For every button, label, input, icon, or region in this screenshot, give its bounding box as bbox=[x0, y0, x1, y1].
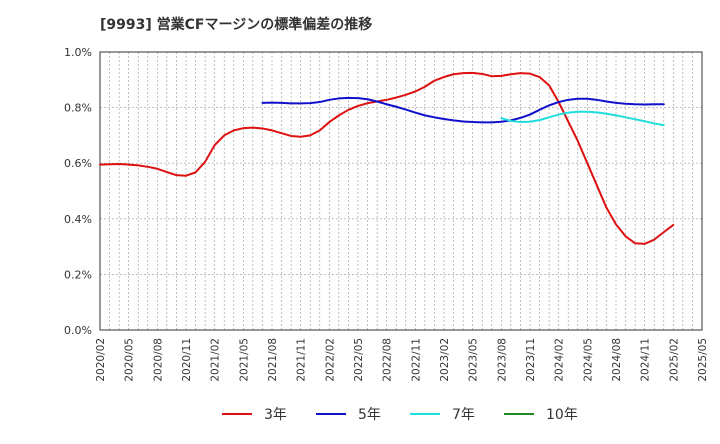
x-tick-label: 2021/11 bbox=[296, 338, 308, 382]
x-tick-label: 2020/05 bbox=[124, 338, 136, 382]
series-line-5年 bbox=[261, 96, 665, 124]
plot-area bbox=[100, 52, 702, 330]
plot-border bbox=[99, 51, 703, 331]
x-tick-label: 2021/02 bbox=[210, 338, 222, 382]
y-tick-label: 0.0% bbox=[64, 324, 92, 337]
x-tick-label: 2025/02 bbox=[668, 338, 680, 382]
x-tick-label: 2020/08 bbox=[152, 338, 164, 382]
x-tick-label: 2024/08 bbox=[611, 338, 623, 382]
x-tick-label: 2023/02 bbox=[439, 338, 451, 382]
x-tick-label: 2022/08 bbox=[382, 338, 394, 382]
x-tick-label: 2024/05 bbox=[582, 338, 594, 382]
y-tick-label: 0.4% bbox=[64, 213, 92, 226]
legend-label: 7年 bbox=[452, 407, 475, 423]
series-line-3年 bbox=[99, 71, 675, 245]
x-tick-label: 2021/08 bbox=[267, 338, 279, 382]
series-line-7年 bbox=[500, 110, 665, 127]
x-tick-label: 2021/05 bbox=[238, 338, 250, 382]
legend-label: 5年 bbox=[358, 407, 381, 423]
y-tick-label: 0.2% bbox=[64, 268, 92, 281]
x-tick-label: 2020/02 bbox=[95, 338, 107, 382]
x-tick-label: 2023/11 bbox=[525, 338, 537, 382]
chart-title: [9993] 営業CFマージンの標準偏差の推移 bbox=[100, 17, 373, 33]
x-tick-label: 2024/11 bbox=[640, 338, 652, 382]
x-tick-label: 2023/08 bbox=[496, 338, 508, 382]
x-tick-label: 2024/02 bbox=[554, 338, 566, 382]
y-tick-label: 1.0% bbox=[64, 46, 92, 59]
x-tick-label: 2023/05 bbox=[468, 338, 480, 382]
x-tick-label: 2022/05 bbox=[353, 338, 365, 382]
x-tick-label: 2022/11 bbox=[410, 338, 422, 382]
x-tick-label: 2022/02 bbox=[324, 338, 336, 382]
y-tick-label: 0.6% bbox=[64, 157, 92, 170]
legend-label: 3年 bbox=[264, 407, 287, 423]
legend-label: 10年 bbox=[546, 407, 578, 423]
x-tick-label: 2025/05 bbox=[697, 338, 709, 382]
y-tick-label: 0.8% bbox=[64, 102, 92, 115]
x-tick-label: 2020/11 bbox=[181, 338, 193, 382]
